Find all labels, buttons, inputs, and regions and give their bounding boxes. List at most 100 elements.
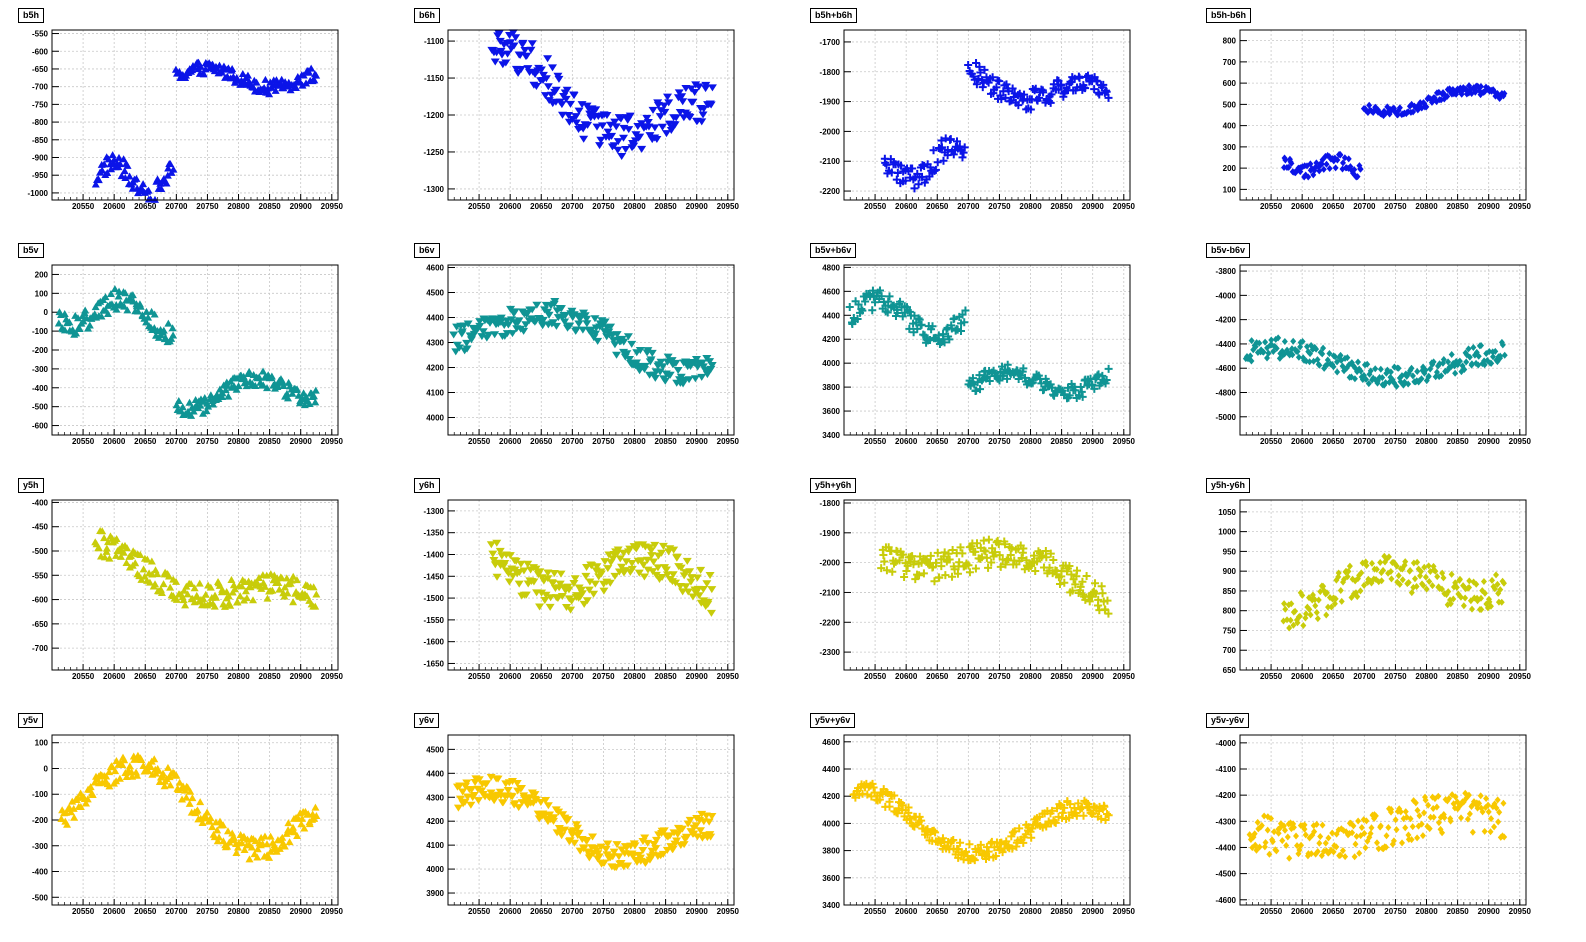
chart-title: y5h+y6h [810, 478, 857, 493]
data-point [1448, 570, 1455, 578]
plot-frame [843, 734, 1131, 906]
data-point [1416, 812, 1423, 820]
data-point [132, 174, 141, 182]
chart-svg: 20550 20600 20650 20700 20750 20800 20850 20900… [1216, 734, 1531, 916]
data-point [1475, 352, 1482, 360]
data-point [1097, 814, 1106, 823]
data-point [237, 582, 246, 590]
x-tick-label: 20550 [1260, 437, 1283, 446]
data-point [941, 571, 950, 580]
data-point [1425, 801, 1432, 809]
data-point [695, 827, 705, 835]
data-point [1481, 827, 1488, 835]
data-point [1100, 802, 1109, 811]
data-point [938, 834, 947, 843]
data-point [973, 378, 982, 387]
data-point [603, 840, 613, 848]
data-point [1020, 90, 1029, 99]
data-point [120, 302, 129, 310]
data-point [1091, 579, 1100, 588]
x-tick-label: 20950 [717, 437, 740, 446]
data-point [114, 292, 123, 300]
data-point [931, 828, 940, 837]
data-point [1272, 335, 1279, 343]
data-point [312, 71, 321, 79]
x-tick-label: 20750 [592, 907, 615, 916]
data-point [648, 568, 658, 576]
data-point [903, 561, 912, 570]
data-point [100, 160, 109, 168]
data-point [582, 315, 592, 323]
data-point [470, 779, 480, 787]
y-tick-label: 4200 [822, 335, 840, 344]
data-point [1261, 843, 1268, 851]
data-point [1466, 583, 1473, 591]
data-point [570, 839, 580, 847]
x-tick-label: 20900 [1478, 672, 1501, 681]
data-point [706, 609, 716, 617]
data-point [215, 833, 224, 841]
data-point [1491, 800, 1498, 808]
data-point [466, 336, 476, 344]
data-point [997, 838, 1006, 847]
y-tick-label: -1100 [424, 37, 445, 46]
data-point [601, 845, 611, 853]
data-point [541, 797, 551, 805]
data-point [627, 565, 637, 573]
data-point [311, 398, 320, 406]
data-point [663, 93, 673, 101]
data-point [507, 793, 517, 801]
data-point [311, 803, 320, 811]
data-point [1445, 588, 1452, 596]
data-point [1444, 601, 1451, 609]
data-point [1408, 100, 1415, 108]
y-tick-label: 800 [1223, 607, 1237, 616]
data-point [931, 558, 940, 567]
data-point [60, 326, 69, 334]
data-point [1334, 368, 1341, 376]
data-point [995, 77, 1004, 86]
data-point [1264, 826, 1271, 834]
data-point [573, 824, 583, 832]
data-point [565, 837, 575, 845]
data-point [1355, 817, 1362, 825]
data-point [1495, 92, 1502, 100]
data-point [1399, 576, 1406, 584]
data-point [198, 819, 207, 827]
data-point [619, 134, 629, 142]
data-point [1388, 575, 1395, 583]
data-point [1414, 368, 1421, 376]
data-point [1006, 550, 1015, 559]
data-point [585, 578, 595, 586]
data-point [1081, 84, 1090, 93]
data-point [484, 331, 494, 339]
data-point [702, 580, 712, 588]
data-point [265, 853, 274, 861]
data-point [643, 118, 653, 126]
data-point [677, 825, 687, 833]
y-tick-label: -1350 [424, 529, 445, 538]
data-point [122, 773, 131, 781]
data-point [1383, 832, 1390, 840]
data-point [1364, 837, 1371, 845]
data-point [1079, 811, 1088, 820]
data-point [1307, 350, 1314, 358]
data-point [1301, 825, 1308, 833]
chart-title: b5h [18, 8, 45, 23]
data-point [1027, 833, 1036, 842]
data-point [451, 348, 461, 356]
data-point [163, 763, 172, 771]
y-tick-label: 200 [35, 270, 49, 279]
x-tick-label: 20750 [1384, 672, 1407, 681]
data-point [1313, 608, 1320, 616]
y-tick-label: 3600 [822, 874, 840, 883]
data-point [1465, 791, 1472, 799]
data-point [1387, 373, 1394, 381]
y-tick-label: -400 [32, 868, 49, 877]
data-point [1319, 821, 1326, 829]
x-tick-label: 20650 [1322, 907, 1345, 916]
data-point [1445, 358, 1452, 366]
data-point [1426, 578, 1433, 586]
data-point [659, 102, 669, 110]
data-point [1330, 848, 1337, 856]
